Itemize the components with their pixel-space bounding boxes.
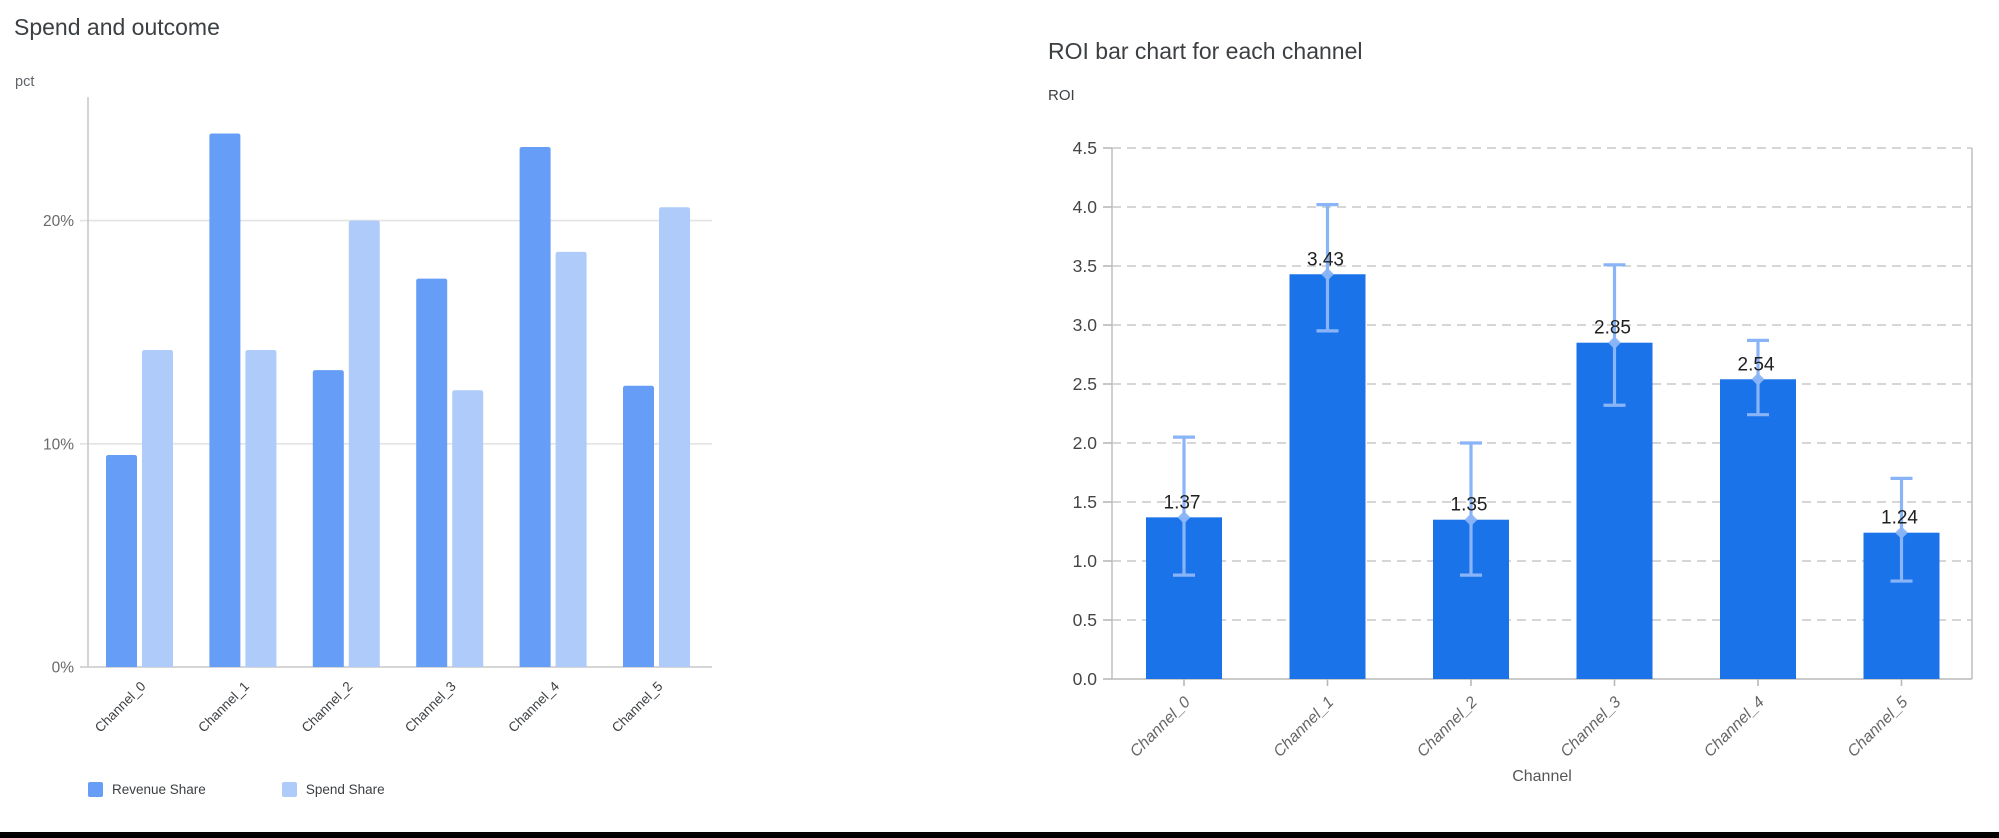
roi-y-tick-label: 1.0 xyxy=(1073,551,1098,571)
roi-y-axis-label: ROI xyxy=(1048,87,1075,104)
roi-x-tick-label: Channel_5 xyxy=(1845,694,1912,761)
window-bottom-edge xyxy=(0,832,1999,838)
roi-x-tick-label: Channel_2 xyxy=(1414,694,1481,761)
roi-value-label-channel_0: 1.37 xyxy=(1164,492,1201,513)
left-x-tick-label: Channel_3 xyxy=(402,679,459,736)
roi-y-tick-label: 2.0 xyxy=(1073,433,1098,453)
spend-outcome-legend: Revenue Share Spend Share xyxy=(88,782,385,797)
bar-spend-share-channel_5[interactable] xyxy=(659,207,690,667)
bar-revenue-share-channel_2[interactable] xyxy=(312,370,344,667)
roi-bar-channel_4[interactable] xyxy=(1720,379,1796,679)
spend-outcome-y-unit-label: pct xyxy=(15,74,35,90)
bar-spend-share-channel_0[interactable] xyxy=(142,350,173,667)
legend-swatch xyxy=(88,782,103,797)
bar-spend-share-channel_4[interactable] xyxy=(555,251,587,667)
bar-revenue-share-channel_3[interactable] xyxy=(416,278,448,667)
spend-outcome-title: Spend and outcome xyxy=(14,14,220,40)
left-x-tick-label: Channel_1 xyxy=(195,679,252,736)
roi-x-tick-label: Channel_3 xyxy=(1558,694,1625,761)
roi-y-tick-label: 3.5 xyxy=(1073,256,1097,276)
left-y-tick-label: 20% xyxy=(43,213,74,230)
roi-y-tick-label: 2.5 xyxy=(1073,374,1097,394)
roi-value-label-channel_1: 3.43 xyxy=(1307,249,1344,270)
bar-revenue-share-channel_4[interactable] xyxy=(519,146,551,668)
left-x-tick-label: Channel_4 xyxy=(505,678,562,735)
bar-revenue-share-channel_1[interactable] xyxy=(209,133,241,667)
bar-spend-share-channel_3[interactable] xyxy=(452,390,484,667)
roi-value-label-channel_3: 2.85 xyxy=(1594,318,1631,339)
bar-spend-share-channel_1[interactable] xyxy=(245,350,277,667)
bar-revenue-share-channel_5[interactable] xyxy=(623,385,654,667)
legend-swatch xyxy=(281,782,297,797)
roi-y-tick-label: 1.5 xyxy=(1073,492,1097,512)
legend-label: Spend Share xyxy=(305,782,385,797)
legend-item-spend-share[interactable]: Spend Share xyxy=(281,782,385,797)
roi-chart-title: ROI bar chart for each channel xyxy=(1048,38,1363,64)
roi-y-tick-label: 4.0 xyxy=(1073,197,1098,217)
legend-item-revenue-share[interactable]: Revenue Share xyxy=(88,782,206,797)
left-x-tick-label: Channel_2 xyxy=(299,679,356,736)
roi-plot: 0.0 0.5 1.0 1.5 2.0 2.5 3.0 3.5 4.0 4.5 1.37 Channe… xyxy=(1073,138,1973,761)
roi-value-label-channel_2: 1.35 xyxy=(1451,495,1488,516)
left-y-tick-label: 0% xyxy=(52,660,75,677)
roi-x-axis-title: Channel xyxy=(1512,768,1572,785)
left-y-tick-label: 10% xyxy=(43,436,74,453)
left-x-tick-label: Channel_5 xyxy=(609,679,666,736)
roi-y-tick-label: 0.5 xyxy=(1073,610,1097,630)
roi-x-tick-label: Channel_0 xyxy=(1127,694,1194,761)
roi-y-tick-label: 4.5 xyxy=(1073,138,1097,158)
roi-bar-channel_1[interactable] xyxy=(1289,274,1366,679)
bar-spend-share-channel_2[interactable] xyxy=(348,220,380,667)
roi-y-tick-label: 0.0 xyxy=(1073,669,1098,689)
roi-value-label-channel_4: 2.54 xyxy=(1738,354,1775,375)
roi-x-tick-label: Channel_4 xyxy=(1701,694,1768,761)
roi-y-tick-label: 3.0 xyxy=(1073,315,1098,335)
left-x-tick-label: Channel_0 xyxy=(92,679,149,736)
legend-label: Revenue Share xyxy=(112,782,206,797)
spend-outcome-plot: 0% 10% 20% Channel_0 Channel_1 Channel_2 Chann… xyxy=(43,97,712,735)
roi-x-tick-label: Channel_1 xyxy=(1271,694,1338,761)
bar-revenue-share-channel_0[interactable] xyxy=(106,454,137,667)
roi-value-label-channel_5: 1.24 xyxy=(1881,508,1918,529)
